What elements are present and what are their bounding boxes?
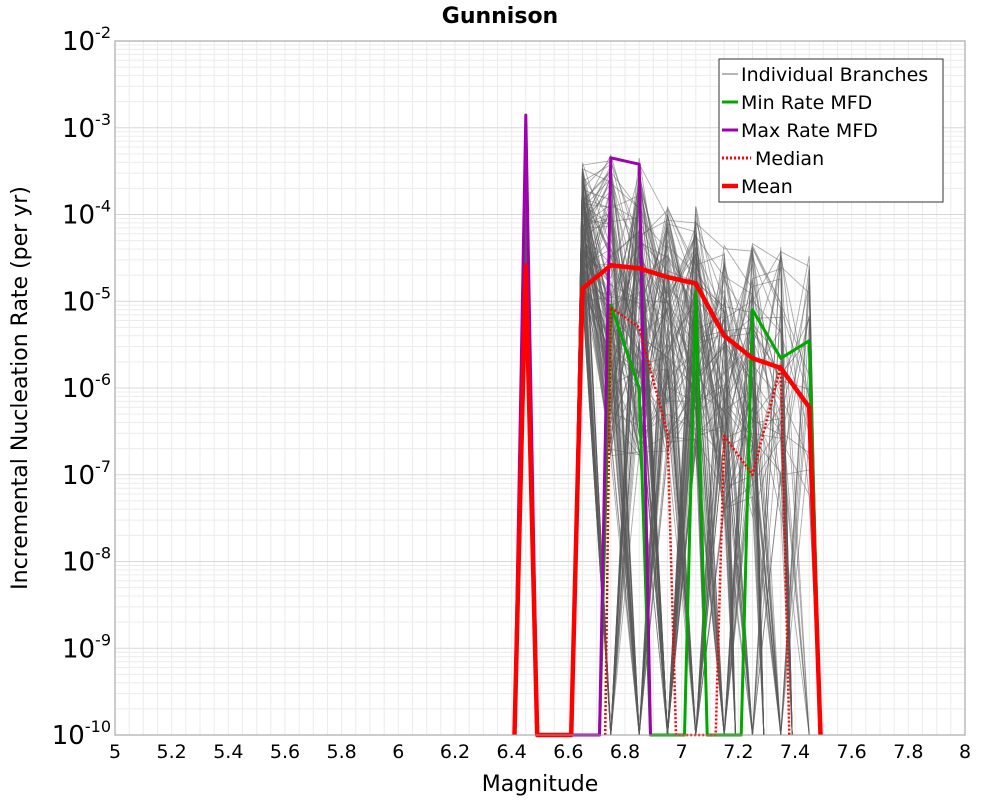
- x-tick-label: 6.6: [553, 741, 583, 763]
- legend-label-3: Median: [755, 148, 824, 170]
- x-tick-label: 7: [676, 741, 688, 763]
- y-tick-label: 10-7: [62, 457, 111, 491]
- branch-line: [570, 186, 793, 736]
- branch-line: [570, 204, 793, 736]
- y-tick-label: 10-10: [52, 717, 111, 751]
- plot-frame: [114, 40, 966, 736]
- x-tick-label: 8: [959, 741, 971, 763]
- y-tick-label: 10-2: [62, 23, 111, 57]
- y-tick-label: 10-5: [62, 283, 111, 317]
- branch-line: [570, 185, 793, 736]
- legend-label-0: Individual Branches: [741, 64, 928, 86]
- legend-box: [718, 58, 944, 203]
- x-axis-label: Magnitude: [482, 772, 599, 797]
- y-tick-label: 10-8: [62, 544, 111, 578]
- y-tick-label: 10-3: [62, 110, 111, 144]
- y-tick-label: 10-4: [62, 197, 111, 231]
- x-tick-label: 5: [109, 741, 121, 763]
- x-tick-label: 5.8: [327, 741, 357, 763]
- x-tick-label: 6.8: [610, 741, 640, 763]
- x-tick-label: 6.2: [440, 741, 470, 763]
- x-tick-label: 5.2: [157, 741, 187, 763]
- chart-title: Gunnison: [442, 4, 558, 29]
- y-tick-label: 10-9: [62, 630, 111, 664]
- x-tick-label: 7.8: [893, 741, 923, 763]
- branch-line: [570, 169, 793, 736]
- legend-label-4: Mean: [741, 176, 793, 198]
- branch-line: [570, 243, 764, 736]
- x-tick-label: 5.6: [270, 741, 300, 763]
- x-tick-label: 7.4: [780, 741, 810, 763]
- x-tick-label: 5.4: [213, 741, 243, 763]
- legend-label-2: Max Rate MFD: [741, 120, 878, 142]
- legend-label-1: Min Rate MFD: [741, 92, 872, 114]
- y-axis-ticks: 10-2 10-3 10-4 10-5 10-6 10-7 10-8 10-9 10-10: [52, 23, 111, 751]
- branch-line: [570, 219, 765, 736]
- branch-line: [570, 208, 821, 736]
- y-axis-label: Incremental Nucleation Rate (per yr): [8, 186, 33, 590]
- branch-line: [570, 159, 821, 736]
- y-tick-label: 10-6: [62, 370, 111, 404]
- branch-line: [570, 183, 765, 736]
- branch-line: [570, 184, 764, 736]
- branch-line: [570, 203, 793, 736]
- branch-line: [570, 235, 736, 736]
- x-tick-label: 7.6: [837, 741, 867, 763]
- legend: Individual Branches Min Rate MFD Max Rate …: [718, 58, 944, 203]
- branch-line: [570, 163, 736, 736]
- branch-line: [570, 162, 736, 736]
- x-tick-label: 7.2: [723, 741, 753, 763]
- branch-line: [570, 178, 821, 736]
- grid: [114, 41, 966, 736]
- x-axis-ticks: 5 5.2 5.4 5.6 5.8 6 6.2 6.4 6.6 6.8 7 7.2 7.4 7.6 7.8 8: [109, 741, 971, 763]
- branch-line: [570, 242, 736, 736]
- x-tick-label: 6: [392, 741, 404, 763]
- x-tick-label: 6.4: [497, 741, 527, 763]
- branch-line: [570, 173, 793, 736]
